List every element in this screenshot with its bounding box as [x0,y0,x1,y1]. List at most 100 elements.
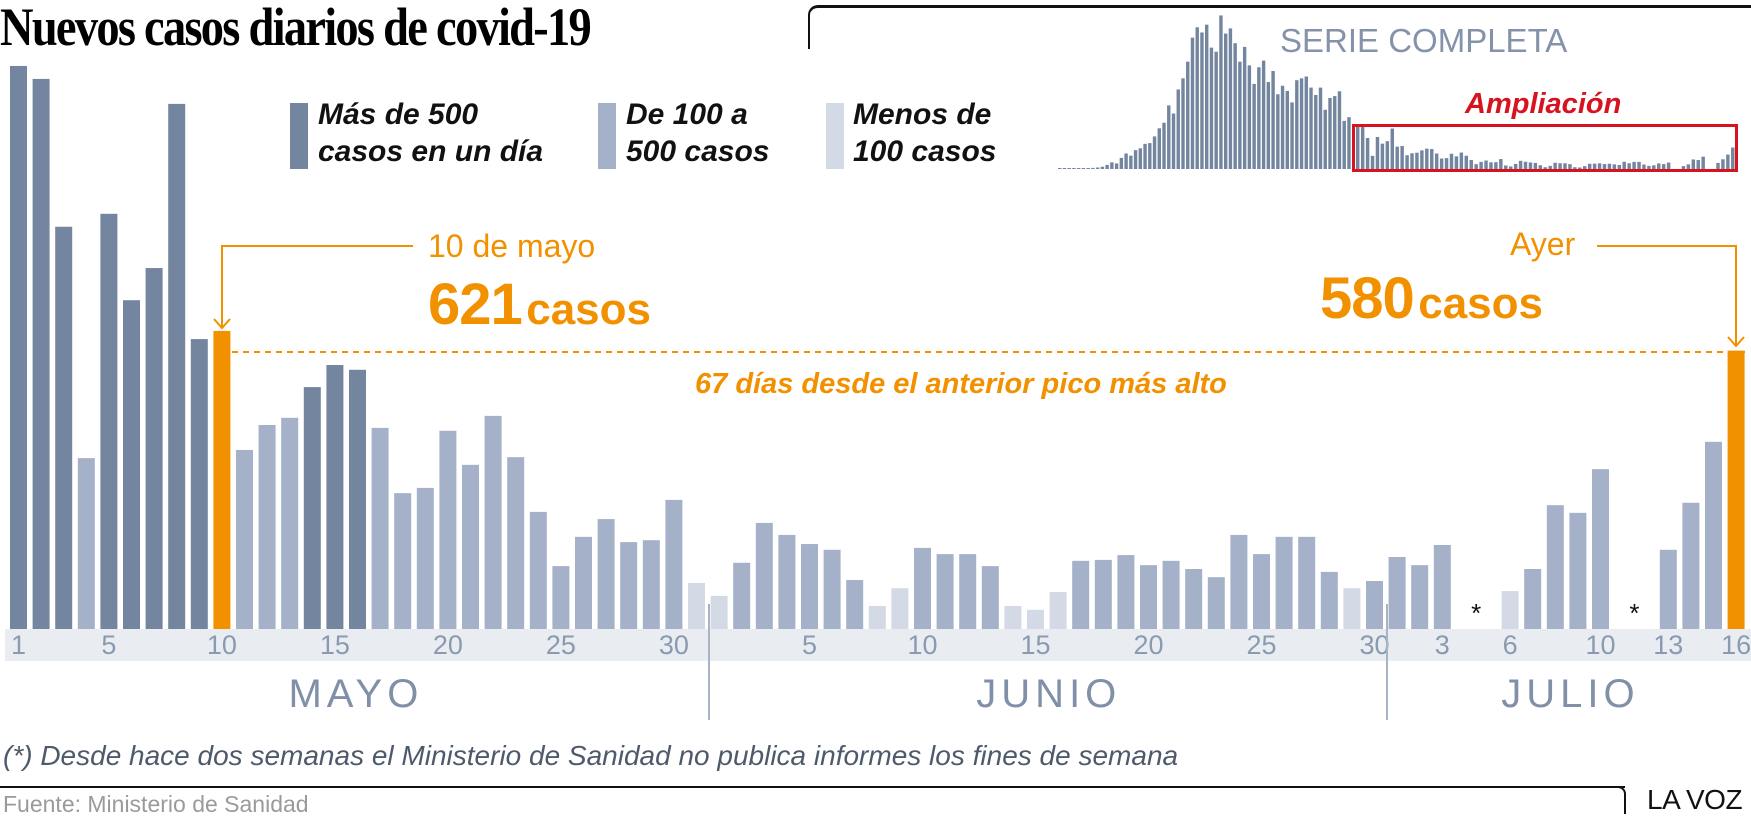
bar [1230,534,1248,629]
mini-bar [1067,168,1071,169]
mini-bar [1228,28,1233,170]
left-connector-arrowhead [213,318,231,330]
bar [936,554,954,629]
mini-bar [1370,155,1375,169]
mini-bar [1459,152,1464,169]
mini-bar [1365,137,1370,169]
x-tick-label: 16 [1721,630,1751,660]
mini-bar [1328,97,1332,169]
mini-bar [1612,164,1617,170]
bar [258,425,276,629]
mini-chart-title: SERIE COMPLETA [1280,22,1568,59]
chart-title: Nuevos casos diarios de covid-19 [0,0,592,57]
bar [575,536,592,629]
bar [1727,350,1745,629]
bar [123,300,140,629]
bar [552,566,570,629]
bar [1094,559,1112,629]
mini-bar [1167,105,1171,169]
x-tick-label: 30 [658,630,689,660]
mini-bar [1266,82,1271,169]
bar [1049,592,1067,629]
month-label: JULIO [1501,672,1640,716]
bar [823,549,841,629]
bar [1298,536,1316,629]
legend-label-low-line2: 100 casos [853,135,997,168]
mini-bar [1360,126,1365,169]
bar [1072,560,1090,629]
mini-bar [1086,168,1090,169]
bar [1682,502,1700,629]
mini-bar [1076,168,1081,169]
mini-bar [1176,89,1180,169]
bar [1433,545,1451,629]
mini-bar [1171,113,1176,169]
mini-bar [1479,161,1483,169]
bar [1569,512,1587,629]
mini-bar [1420,150,1424,169]
mini-bar [1494,162,1498,169]
month-label: JUNIO [976,672,1122,716]
mini-bar [1508,166,1513,169]
mini-bar [1597,163,1602,169]
mini-bar [1444,158,1449,169]
bar [1343,588,1361,629]
mini-bar [1276,94,1280,169]
zoom-region-box [1352,124,1738,172]
x-tick-label: 25 [545,630,576,660]
mini-bar [1342,120,1346,169]
legend-label-low-line1: Menos de [853,98,992,131]
bar [462,464,479,629]
mini-bar [1563,163,1567,169]
bar [1524,569,1542,629]
left-connector-line [221,245,413,328]
bar [484,415,502,629]
annotation-right-number: 580 [1320,266,1415,331]
mini-bar [1280,85,1285,169]
mini-bar [1533,162,1538,169]
mini-bar [1474,164,1478,169]
bar [981,566,999,629]
bar [1207,577,1225,629]
mini-bar [1627,163,1631,169]
bar [529,511,547,629]
right-connector-arrowhead [1727,336,1745,348]
mini-bar [1548,165,1552,169]
bar [303,387,321,629]
bar [1117,555,1135,629]
mini-bar [1449,153,1454,169]
mini-bar [1162,122,1166,169]
mini-bar [1558,163,1562,169]
bar [349,369,366,629]
mini-bar [1214,51,1218,169]
x-tick-label: 20 [432,630,463,660]
bar [688,582,705,629]
mini-bar [1489,162,1493,169]
x-tick-label: 5 [801,630,818,660]
mini-bar [1385,141,1390,169]
mini-bar [1637,161,1641,169]
mini-bar [1081,168,1086,169]
mini-bar [1195,27,1199,169]
legend-label-mid: De 100 a 500 casos [626,96,769,170]
bar [281,417,299,629]
mini-bar [1114,163,1119,169]
mini-bar [1632,161,1636,169]
bar [733,562,751,629]
mini-bar [1538,165,1543,169]
bar [1027,609,1044,629]
mini-bar [1647,165,1651,169]
bar [846,580,864,629]
mini-bar [1072,168,1076,169]
mini-bar [1583,166,1587,169]
legend-label-high: Más de 500 casos en un día [318,96,543,170]
mini-bar [1731,147,1735,169]
right-connector-line [1597,245,1737,346]
mini-bar [1395,146,1399,169]
bar [1592,469,1609,629]
bar [665,499,683,629]
mini-bar [1607,163,1612,169]
mini-bar [1484,160,1488,169]
mini-bar [1110,162,1114,169]
